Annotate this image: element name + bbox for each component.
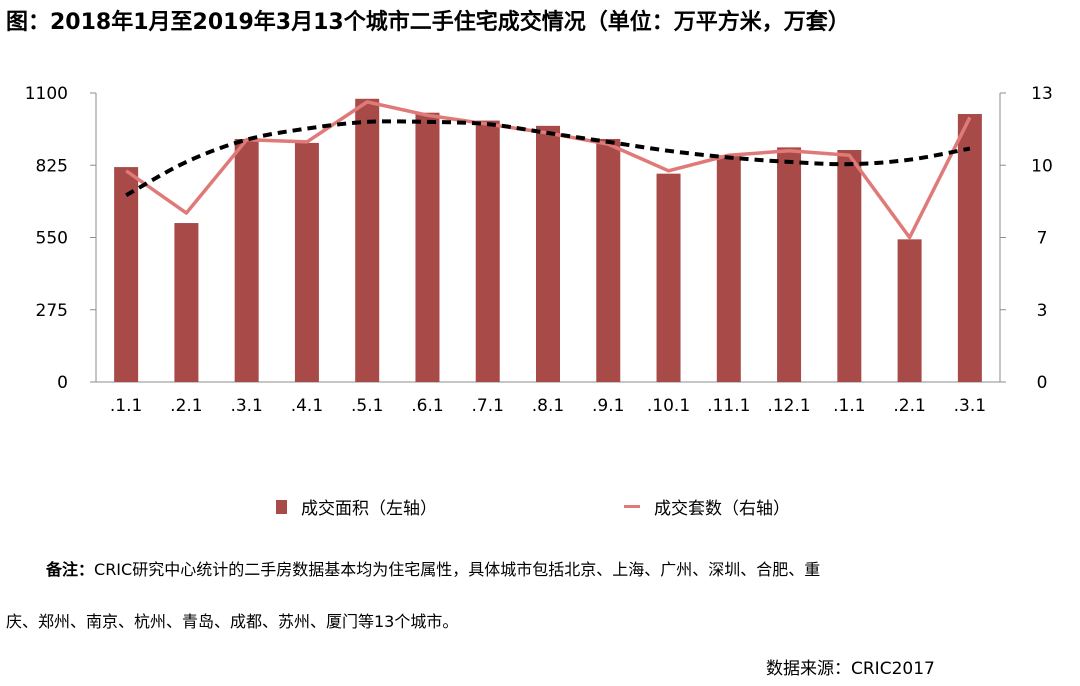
bar	[475, 120, 500, 382]
x-tick-label: .1.1	[833, 396, 865, 416]
x-tick-label: .4.1	[291, 396, 323, 416]
bar	[415, 112, 440, 383]
bar	[294, 142, 319, 382]
x-tick-label: .3.1	[230, 396, 262, 416]
chart-title: 图：2018年1月至2019年3月13个城市二手住宅成交情况（单位：万平方米，万…	[6, 10, 850, 35]
x-tick-label: .10.1	[647, 396, 690, 416]
bar	[114, 167, 139, 382]
left-tick-label: 825	[36, 156, 68, 176]
bar	[536, 125, 560, 382]
legend-item-line: 成交套数（右轴）	[624, 494, 790, 519]
x-tick-label: .11.1	[707, 396, 750, 416]
legend-bar-swatch	[276, 499, 287, 514]
bar	[897, 239, 922, 382]
bar	[355, 98, 380, 382]
x-tick-label: .8.1	[532, 396, 564, 416]
bar	[596, 138, 621, 382]
right-tick-label: 10	[1031, 156, 1053, 176]
footnote: 备注：CRIC研究中心统计的二手房数据基本均为住宅属性，具体城市包括北京、上海、…	[46, 556, 820, 580]
x-tick-label: .5.1	[351, 396, 383, 416]
bar	[234, 138, 259, 382]
left-tick-label: 550	[36, 229, 68, 249]
left-tick-label: 1100	[25, 84, 68, 104]
right-tick-label: 7	[1037, 229, 1048, 249]
chart-area: 0 275 550 825 1100 0 3 7 10 13 .1.1 .2.1 .3.1 .4.1 .5.…	[25, 84, 1053, 416]
x-tick-label: .2.1	[893, 396, 925, 416]
legend-item-bar: 成交面积（左轴）	[276, 494, 437, 519]
left-tick-label: 0	[57, 373, 68, 393]
x-tick-label: .1.1	[110, 396, 142, 416]
x-tick-label: .3.1	[954, 396, 986, 416]
footnote-label: 备注：	[46, 560, 95, 579]
x-tick-label: .9.1	[592, 396, 624, 416]
data-source: 数据来源：CRIC2017	[766, 659, 935, 679]
right-tick-label: 0	[1037, 373, 1048, 393]
x-tick-label: .2.1	[170, 396, 202, 416]
x-tick-label: .6.1	[411, 396, 443, 416]
bar	[957, 114, 982, 382]
legend-line-swatch	[624, 505, 640, 508]
bar	[716, 155, 741, 382]
left-tick-label: 275	[36, 301, 68, 321]
footnote-line2: 庆、郑州、南京、杭州、青岛、成都、苏州、厦门等13个城市。	[6, 612, 459, 631]
footnote-line1: CRIC研究中心统计的二手房数据基本均为住宅属性，具体城市包括北京、上海、广州、…	[94, 560, 821, 579]
right-tick-label: 3	[1037, 301, 1048, 321]
legend-line-label: 成交套数（右轴）	[654, 499, 790, 519]
right-tick-label: 13	[1031, 84, 1053, 104]
x-tick-label: .12.1	[767, 396, 810, 416]
trend-line	[125, 119, 971, 198]
bar	[174, 223, 199, 382]
x-tick-label: .7.1	[472, 396, 504, 416]
bar	[777, 147, 802, 382]
bar	[837, 150, 862, 382]
bar	[656, 173, 681, 382]
legend-bar-label: 成交面积（左轴）	[301, 499, 437, 519]
